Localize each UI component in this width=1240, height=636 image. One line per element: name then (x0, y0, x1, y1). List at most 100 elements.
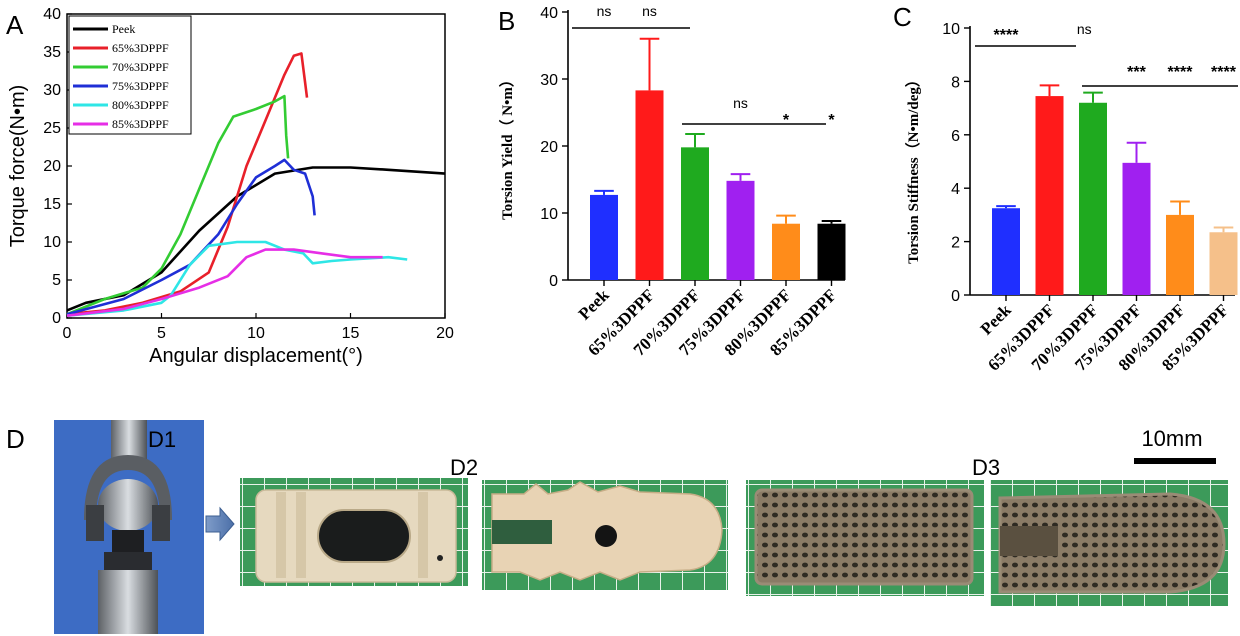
series-line-2 (66, 94, 290, 316)
rig-base (98, 570, 158, 634)
significance-label: * (828, 112, 835, 129)
legend-entry: Peek (112, 22, 135, 36)
bar-0 (590, 194, 618, 280)
x-tick-label: 15 (342, 325, 360, 342)
y-tick-label: 10 (540, 206, 558, 223)
bars (590, 37, 846, 280)
panel-a-line-chart: A 0 5 10 15 20 25 30 35 40 0 5 10 15 20 Angular disp… (6, 6, 454, 367)
rig-dome (98, 479, 158, 531)
x-axis-title: Angular displacement(°) (149, 345, 363, 367)
significance-label: **** (1168, 64, 1194, 81)
d2-peek-side-photo (482, 480, 728, 590)
bar-0 (992, 208, 1020, 295)
panel-b-bar-chart: B 0 10 20 30 40 ns ns ns * * Peek65%3DPPF70%3DPP… (498, 3, 846, 360)
panel-letter-b: B (498, 6, 515, 36)
category-label: Peek (575, 285, 614, 324)
legend-entry: 70%3DPPF (112, 60, 169, 74)
rig-clamp-arc (84, 455, 172, 520)
bar-3 (1122, 162, 1151, 295)
series-line-4 (66, 240, 408, 317)
scale-bar-line (1134, 458, 1216, 464)
y-tick-label: 0 (52, 310, 61, 327)
x-tick-label: 20 (436, 325, 454, 342)
y-tick-label: 15 (43, 196, 61, 213)
y-tick-label: 30 (43, 82, 61, 99)
bar-1 (635, 90, 664, 280)
significance-label: ns (1077, 21, 1092, 37)
y-tick-label: 25 (43, 120, 61, 137)
y-tick-label: 40 (540, 5, 558, 22)
rig-lower-clamp (104, 552, 152, 570)
significance-annotations: **** ns*** **** **** (975, 21, 1238, 87)
legend: Peek 65%3DPPF 70%3DPPF 75%3DPPF 80%3DPPF 85%3… (68, 15, 192, 135)
category-labels: Peek65%3DPPF70%3DPPF75%3DPPF80%3DPPF85%3… (575, 285, 841, 360)
significance-label: *** (1127, 64, 1146, 81)
panel-letter-a: A (6, 10, 24, 40)
rig-shaft-top (111, 420, 147, 460)
legend-entry: 75%3DPPF (112, 79, 169, 93)
significance-label: ns (733, 95, 748, 111)
legend-entry: 80%3DPPF (112, 98, 169, 112)
axes: 0 10 20 30 40 (540, 5, 845, 290)
y-tick-label: 4 (951, 181, 960, 198)
panel-letter-d: D (6, 424, 25, 454)
series-lines (66, 52, 446, 317)
x-tick-label: 0 (63, 325, 72, 342)
significance-label: **** (994, 27, 1020, 44)
legend-box (68, 15, 192, 135)
bar-2 (1079, 102, 1107, 295)
panel-d-photos: D D1 D2 D3 10mm (6, 420, 1228, 634)
panel-letter-c: C (893, 2, 912, 32)
d3-porous-side-photo (990, 480, 1228, 606)
significance-label: * (783, 112, 790, 129)
bar-3 (726, 180, 755, 280)
x-tick-label: 5 (157, 325, 166, 342)
y-axis-title: Torsion Yield（ N•m） (498, 72, 516, 220)
series-line-5 (66, 248, 383, 317)
scale-bar-label: 10mm (1141, 426, 1202, 451)
y-tick-label: 10 (43, 234, 61, 251)
bar-1 (1035, 96, 1064, 296)
y-tick-label: 5 (52, 272, 61, 289)
legend-entry: 65%3DPPF (112, 41, 169, 55)
x-axis-ticks: 0 5 10 15 20 (63, 313, 454, 342)
significance-label: **** (1211, 64, 1237, 81)
significance-label: ns (597, 3, 612, 19)
d2-peek-top-photo (240, 478, 468, 586)
d1-test-rig-photo: D1 (54, 420, 204, 634)
rig-left-grip (86, 505, 104, 541)
category-labels: Peek65%3DPPF70%3DPPF75%3DPPF80%3DPPF85%3… (977, 300, 1233, 375)
x-tick-label: 10 (247, 325, 265, 342)
rig-specimen (112, 530, 144, 552)
y-tick-label: 20 (540, 139, 558, 156)
bar-2 (681, 147, 709, 280)
bars (992, 84, 1238, 296)
category-label: Peek (977, 300, 1016, 339)
y-tick-label: 2 (951, 235, 960, 252)
y-axis-title: Torque force(N•m) (7, 85, 29, 248)
y-tick-label: 8 (951, 74, 960, 91)
significance-label: ns (642, 3, 657, 19)
y-tick-label: 0 (951, 288, 960, 305)
label-d2: D2 (450, 455, 478, 480)
bar-4 (1166, 214, 1194, 295)
y-tick-label: 10 (942, 21, 960, 38)
series-line-0 (66, 166, 446, 312)
arrow-icon (205, 506, 235, 542)
legend-entry: 85%3DPPF (112, 117, 169, 131)
y-tick-label: 20 (43, 158, 61, 175)
y-tick-label: 40 (43, 6, 61, 23)
y-axis-title: Torsion Stiffness（N•m/deg） (904, 72, 922, 264)
bar-5 (1209, 232, 1238, 295)
rig-right-grip (152, 505, 170, 541)
y-tick-label: 6 (951, 128, 960, 145)
significance-annotations: ns ns ns * * (572, 3, 835, 129)
scale-bar: 10mm (1134, 426, 1216, 464)
y-tick-label: 35 (43, 44, 61, 61)
d3-porous-top-photo (746, 480, 984, 596)
bar-5 (817, 223, 846, 280)
label-d3: D3 (972, 455, 1000, 480)
y-tick-label: 30 (540, 72, 558, 89)
